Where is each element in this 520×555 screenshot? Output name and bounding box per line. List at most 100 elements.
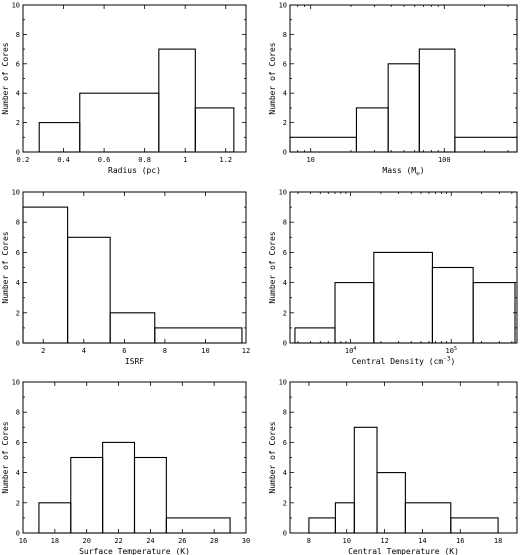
x-tick-label: 0.8: [138, 156, 151, 164]
histogram-panel: 0 2 4 6 8 10 0.2 0.4 0.6 0.8 1 1.2 Radius (pc) Number…: [1, 2, 247, 175]
histogram-bar: [334, 282, 375, 344]
histogram-bar: [102, 441, 136, 534]
y-tick-label: 2: [16, 119, 20, 127]
y-tick-label: 2: [283, 119, 287, 127]
histogram-bar: [373, 251, 433, 344]
plot-frame: [289, 191, 518, 344]
x-tick-exponent: 4: [353, 346, 356, 352]
histogram-bar: [353, 426, 378, 534]
x-axis-label: Radius (pc): [108, 166, 161, 175]
histogram-bar: [70, 456, 104, 534]
histogram-bar: [79, 92, 160, 153]
y-tick-label: 10: [279, 379, 287, 387]
x-axis-label: Mass (M⊙): [382, 166, 424, 178]
x-tick-label: 14: [418, 537, 426, 545]
x-tick-label: 105: [446, 346, 457, 355]
y-tick-label: 8: [16, 31, 20, 39]
histogram-bar: [289, 136, 357, 153]
y-tick-label: 8: [283, 31, 287, 39]
y-tick-label: 6: [283, 60, 287, 68]
y-tick-label: 4: [283, 279, 287, 287]
histogram-panel: 0 2 4 6 8 10 8 10 12 14 16 18 Central Temperature (K…: [268, 379, 518, 555]
x-tick-label: 8: [307, 537, 311, 545]
y-tick-label: 10: [12, 2, 20, 10]
histogram-bar: [133, 456, 167, 534]
histogram-bar: [109, 312, 156, 344]
x-tick-label: 0.2: [17, 156, 30, 164]
histogram-bar: [38, 502, 72, 534]
histogram-bar: [67, 236, 111, 344]
y-tick-label: 6: [283, 439, 287, 447]
x-tick-label: 22: [114, 537, 122, 545]
y-tick-label: 8: [16, 409, 20, 417]
plot-frame: [22, 191, 247, 344]
histogram-panel: 0 2 4 6 8 10 10 100 Mass (M⊙) Number of Cores: [268, 2, 518, 178]
y-axis-label: Number of Cores: [268, 42, 277, 114]
y-tick-label: 2: [283, 499, 287, 507]
x-tick-label: 104: [345, 346, 356, 355]
x-tick-label: 0.4: [57, 156, 70, 164]
plot-frame: [22, 4, 247, 153]
x-tick-label: 28: [210, 537, 218, 545]
y-tick-label: 4: [16, 469, 20, 477]
y-tick-label: 10: [279, 189, 287, 197]
y-tick-label: 0: [16, 340, 20, 348]
x-tick-label: 24: [146, 537, 154, 545]
histogram-bar: [194, 107, 235, 153]
x-axis-label: Central Density (cm-3): [352, 356, 456, 367]
x-tick-label: 10: [201, 347, 209, 355]
y-tick-label: 4: [283, 90, 287, 98]
histogram-bar: [38, 122, 81, 153]
x-tick-label: 20: [82, 537, 90, 545]
y-tick-label: 0: [16, 149, 20, 157]
y-tick-label: 8: [283, 409, 287, 417]
y-tick-label: 8: [283, 219, 287, 227]
y-tick-label: 10: [12, 189, 20, 197]
histogram-bar: [376, 472, 406, 534]
y-tick-label: 6: [16, 439, 20, 447]
x-axis-label: Central Temperature (K): [348, 547, 459, 555]
x-tick-label: 26: [178, 537, 186, 545]
y-axis-label: Number of Cores: [1, 421, 10, 493]
x-tick-label: 8: [163, 347, 167, 355]
histogram-bar: [334, 502, 355, 534]
x-tick-label: 1: [183, 156, 187, 164]
y-tick-label: 0: [283, 340, 287, 348]
y-tick-label: 6: [16, 249, 20, 257]
histogram-bar: [294, 327, 336, 344]
y-tick-label: 6: [16, 60, 20, 68]
y-tick-label: 0: [283, 149, 287, 157]
y-tick-label: 0: [283, 530, 287, 538]
histogram-bar: [158, 48, 196, 153]
histogram-bar: [404, 502, 452, 534]
y-tick-label: 8: [16, 219, 20, 227]
x-tick-label: 100: [438, 156, 451, 164]
histogram-bar: [450, 517, 499, 534]
y-axis-label: Number of Cores: [268, 421, 277, 493]
histogram-bar: [165, 517, 231, 534]
x-axis-label-superscript: -3: [443, 356, 451, 363]
histogram-bar: [387, 63, 420, 153]
x-tick-label: 10: [306, 156, 314, 164]
y-tick-label: 10: [279, 2, 287, 10]
x-tick-label: 18: [51, 537, 59, 545]
y-tick-label: 4: [283, 469, 287, 477]
x-axis-label: ISRF: [125, 357, 144, 366]
histogram-bar: [431, 266, 474, 344]
y-axis-label: Number of Cores: [1, 231, 10, 303]
x-tick-label: 16: [19, 537, 27, 545]
x-tick-label: 12: [242, 347, 250, 355]
histogram-bar: [154, 327, 243, 344]
y-tick-label: 4: [16, 90, 20, 98]
y-tick-label: 0: [16, 530, 20, 538]
y-tick-label: 4: [16, 279, 20, 287]
histogram-panel: 0 2 4 6 8 10 2 4 6 8 10 12 ISRF Number of Cores: [1, 189, 250, 367]
x-tick-label: 12: [380, 537, 388, 545]
x-tick-label: 18: [494, 537, 502, 545]
x-tick-label: 2: [41, 347, 45, 355]
y-tick-label: 2: [16, 309, 20, 317]
x-tick-exponent: 5: [454, 346, 457, 352]
histogram-bar: [418, 48, 456, 153]
x-tick-label: 10: [343, 537, 351, 545]
